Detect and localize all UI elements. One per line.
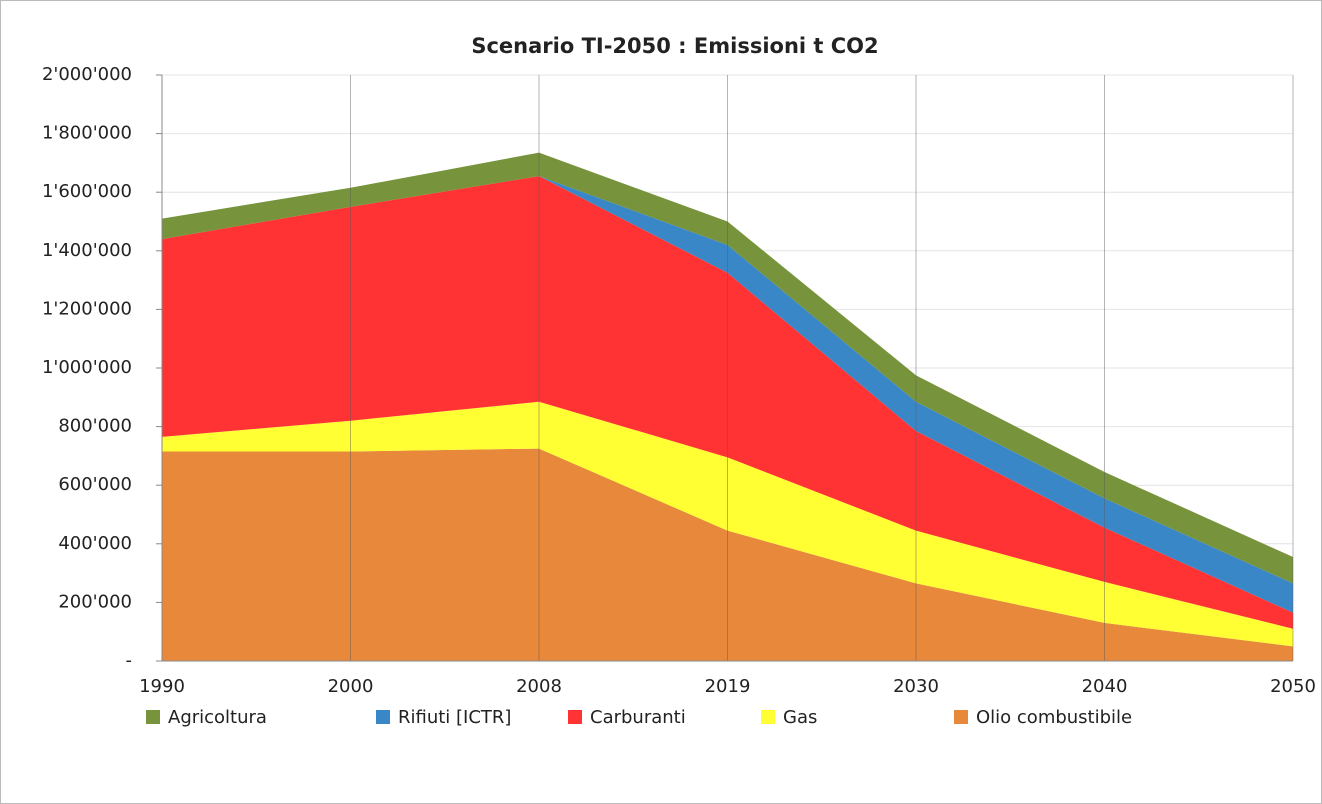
y-tick-label: 1'800'000 [42, 123, 132, 144]
legend-swatch [761, 710, 775, 724]
y-tick-label: 1'200'000 [42, 298, 132, 319]
x-tick-label: 2000 [328, 676, 374, 697]
area [162, 448, 1293, 661]
y-tick-label: 800'000 [58, 416, 132, 437]
x-tick-label: 2008 [516, 676, 562, 697]
area [162, 176, 1293, 629]
legend-swatch [146, 710, 160, 724]
y-tick-label: 2'000'000 [42, 64, 132, 85]
x-tick-label: 2040 [1082, 676, 1128, 697]
legend-swatch [568, 710, 582, 724]
x-tick-label: 2050 [1270, 676, 1316, 697]
x-tick-label: 2019 [705, 676, 751, 697]
x-tick-label: 1990 [139, 676, 185, 697]
chart-title: Scenario TI-2050 : Emissioni t CO2 [471, 34, 878, 58]
y-tick-label: 1'000'000 [42, 357, 132, 378]
area [162, 152, 1293, 584]
area [162, 401, 1293, 647]
legend-label: Rifiuti [ICTR] [398, 707, 511, 728]
legend-label: Olio combustibile [976, 707, 1132, 728]
y-tick-label: 200'000 [58, 591, 132, 612]
legend-swatch [954, 710, 968, 724]
y-tick-label: 600'000 [58, 474, 132, 495]
legend-label: Agricoltura [168, 707, 267, 728]
legend-label: Carburanti [590, 707, 686, 728]
legend-label: Gas [783, 707, 817, 728]
y-tick-label: 1'600'000 [42, 181, 132, 202]
legend-swatch [376, 710, 390, 724]
y-tick-label: 1'400'000 [42, 240, 132, 261]
y-tick-label: 400'000 [58, 533, 132, 554]
y-tick-label: - [126, 650, 133, 671]
x-tick-label: 2030 [893, 676, 939, 697]
